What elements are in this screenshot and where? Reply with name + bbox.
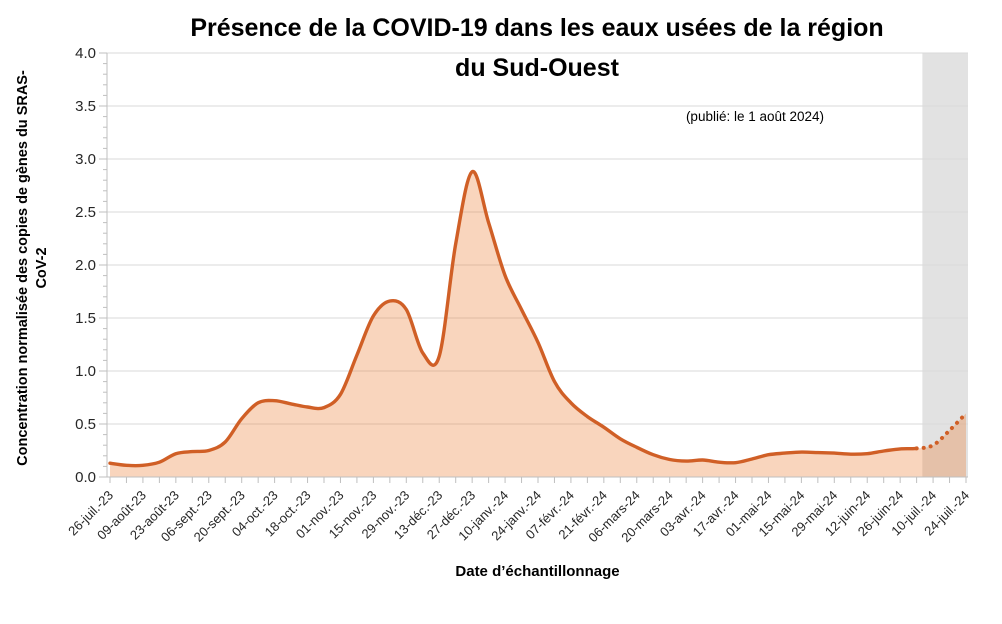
chart-title-line1: Présence de la COVID-19 dans les eaux us… xyxy=(190,14,884,42)
y-tick-label: 3.0 xyxy=(75,151,96,168)
y-tick-label: 4.0 xyxy=(75,45,96,62)
y-tick-label: 1.5 xyxy=(75,310,96,327)
forecast-dotted-line xyxy=(914,411,968,451)
y-tick-label: 2.0 xyxy=(75,257,96,274)
y-tick-label: 0.0 xyxy=(75,469,96,486)
published-date-annotation: (publié: le 1 août 2024) xyxy=(685,109,825,124)
y-tick-label: 3.5 xyxy=(75,98,96,115)
chart-title-line2: du Sud-Ouest xyxy=(455,54,619,82)
x-axis-title: Date d’échantillonnage xyxy=(455,563,620,580)
concentration-line xyxy=(108,169,919,468)
area-fill xyxy=(110,171,966,477)
y-tick-label: 1.0 xyxy=(75,363,96,380)
y-tick-label: 2.5 xyxy=(75,204,96,221)
y-tick-label: 0.5 xyxy=(75,416,96,433)
chart-title: Présence de la COVID-19 dans les eaux us… xyxy=(72,8,1002,88)
